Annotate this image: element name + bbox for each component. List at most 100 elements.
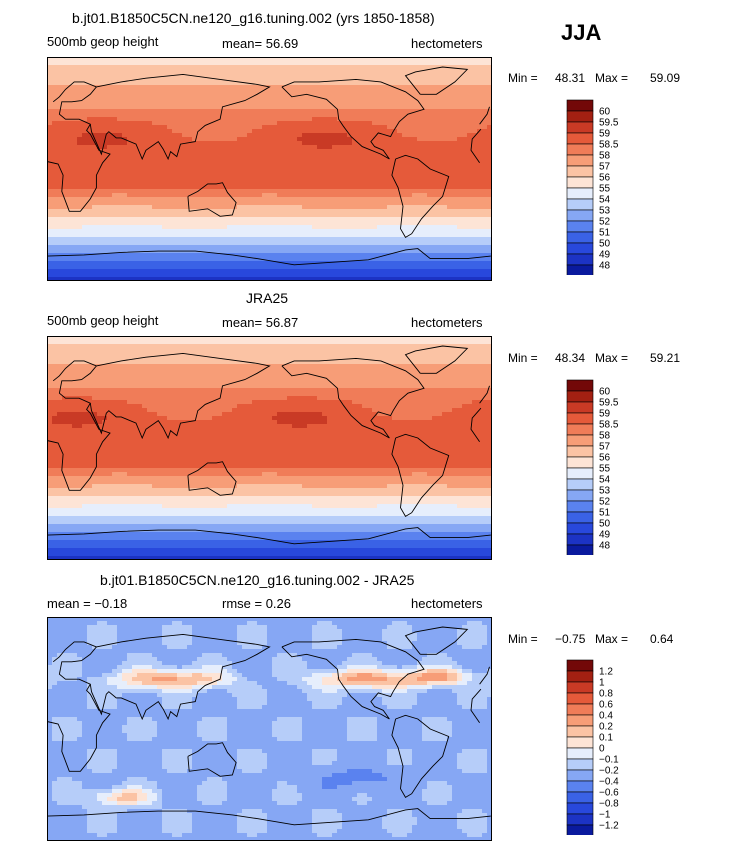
contour-cell	[217, 125, 223, 130]
contour-cell	[272, 69, 278, 74]
contour-cell	[377, 233, 383, 238]
contour-cell	[167, 213, 173, 218]
contour-cell	[467, 125, 473, 130]
contour-cell	[247, 265, 253, 270]
contour-cell	[92, 101, 98, 106]
contour-cell	[277, 61, 283, 66]
contour-cell	[342, 125, 348, 130]
contour-cell	[127, 277, 133, 281]
contour-cell	[97, 109, 103, 114]
contour-cell	[312, 233, 318, 238]
contour-cell	[67, 161, 73, 166]
contour-cell	[117, 65, 123, 70]
contour-cell	[77, 157, 83, 162]
contour-cell	[62, 129, 68, 134]
contour-cell	[157, 57, 163, 62]
contour-cell	[52, 177, 58, 182]
contour-cell	[292, 57, 298, 62]
contour-cell	[337, 73, 343, 78]
contour-cell	[52, 225, 58, 230]
contour-cell	[312, 153, 318, 158]
contour-cell	[367, 225, 373, 230]
contour-cell	[202, 257, 208, 262]
contour-cell	[302, 117, 308, 122]
contour-cell	[212, 181, 218, 186]
contour-cell	[332, 253, 338, 258]
contour-cell	[182, 153, 188, 158]
contour-cell	[247, 133, 253, 138]
contour-cell	[422, 269, 428, 274]
contour-cell	[352, 253, 358, 258]
contour-cell	[417, 265, 423, 270]
contour-cell	[322, 125, 328, 130]
contour-cell	[342, 65, 348, 70]
contour-cell	[302, 185, 308, 190]
contour-cell	[147, 125, 153, 130]
contour-cell	[327, 85, 333, 90]
contour-cell	[217, 253, 223, 258]
contour-cell	[52, 229, 58, 234]
contour-cell	[182, 233, 188, 238]
contour-cell	[427, 177, 433, 182]
contour-cell	[252, 133, 258, 138]
contour-cell	[142, 273, 148, 278]
contour-cell	[447, 257, 453, 262]
contour-cell	[177, 265, 183, 270]
contour-cell	[412, 125, 418, 130]
contour-cell	[357, 141, 363, 146]
contour-cell	[322, 85, 328, 90]
contour-cell	[92, 177, 98, 182]
contour-cell	[237, 153, 243, 158]
panel1-contours	[47, 57, 492, 281]
contour-cell	[117, 113, 123, 118]
contour-cell	[82, 129, 88, 134]
contour-cell	[407, 177, 413, 182]
contour-cell	[322, 61, 328, 66]
contour-cell	[387, 249, 393, 254]
contour-cell	[347, 217, 353, 222]
contour-cell	[52, 121, 58, 126]
contour-cell	[362, 245, 368, 250]
contour-cell	[172, 157, 178, 162]
contour-cell	[227, 277, 233, 281]
contour-cell	[272, 265, 278, 270]
contour-cell	[347, 57, 353, 62]
contour-cell	[367, 93, 373, 98]
coastline	[47, 81, 490, 212]
contour-cell	[467, 177, 473, 182]
contour-cell	[242, 89, 248, 94]
contour-cell	[487, 153, 492, 158]
contour-cell	[227, 225, 233, 230]
contour-cell	[442, 81, 448, 86]
contour-cell	[442, 93, 448, 98]
contour-cell	[442, 57, 448, 62]
contour-cell	[372, 97, 378, 102]
contour-cell	[102, 265, 108, 270]
contour-cell	[112, 177, 118, 182]
contour-cell	[212, 153, 218, 158]
contour-cell	[172, 161, 178, 166]
contour-cell	[207, 221, 213, 226]
contour-cell	[292, 241, 298, 246]
contour-cell	[137, 269, 143, 274]
contour-cell	[312, 109, 318, 114]
contour-cell	[462, 185, 468, 190]
contour-cell	[62, 57, 68, 62]
contour-cell	[432, 121, 438, 126]
contour-cell	[327, 137, 333, 142]
contour-cell	[397, 81, 403, 86]
contour-cell	[457, 253, 463, 258]
contour-cell	[292, 81, 298, 86]
contour-cell	[87, 181, 93, 186]
contour-cell	[277, 157, 283, 162]
contour-cell	[437, 157, 443, 162]
contour-cell	[202, 125, 208, 130]
contour-cell	[407, 57, 413, 62]
contour-cell	[477, 57, 483, 62]
contour-cell	[292, 189, 298, 194]
contour-cell	[142, 65, 148, 70]
contour-cell	[442, 249, 448, 254]
contour-cell	[362, 69, 368, 74]
contour-cell	[117, 249, 123, 254]
contour-cell	[277, 145, 283, 150]
